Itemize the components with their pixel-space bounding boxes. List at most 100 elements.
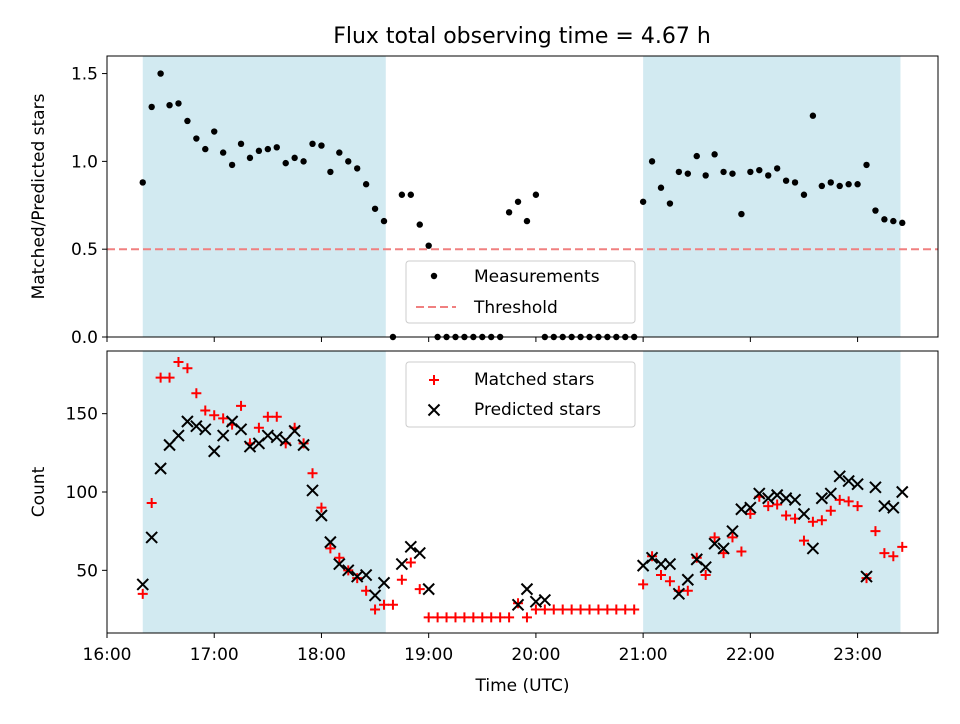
matched-star-point	[370, 604, 381, 615]
x-tick-label: 22:00	[726, 645, 775, 665]
measurement-point	[836, 182, 843, 190]
measurement-point	[345, 158, 352, 165]
predicted-star-point	[404, 540, 418, 554]
matched-star-point	[888, 551, 899, 562]
matched-star-point	[200, 405, 211, 416]
matched-star-point	[825, 505, 836, 516]
matched-star-point	[164, 372, 175, 383]
measurement-point	[211, 128, 218, 135]
matched-star-point	[638, 579, 649, 590]
observing-window-band	[643, 351, 901, 633]
predicted-star-point	[762, 492, 775, 505]
matched-star-point	[414, 584, 425, 595]
matched-star-point	[816, 515, 827, 526]
measurement-point	[586, 333, 593, 341]
predicted-star-point	[717, 542, 730, 555]
measurement-point	[693, 152, 700, 160]
matched-star-point	[450, 612, 461, 623]
measurement-point	[184, 117, 191, 125]
measurement-point	[711, 151, 718, 158]
predicted-star-point	[297, 438, 310, 452]
matched-star-point	[387, 599, 398, 610]
measurement-point	[800, 191, 808, 198]
measurement-point	[863, 161, 870, 169]
measurement-point	[845, 181, 852, 188]
measurement-point	[389, 333, 397, 341]
predicted-star-point	[726, 524, 739, 538]
matched-star-point	[191, 388, 202, 399]
measurement-point	[461, 333, 468, 341]
measurement-point	[639, 198, 647, 205]
predicted-star-point	[708, 537, 721, 550]
predicted-star-point	[815, 492, 829, 505]
measurement-point	[818, 182, 826, 190]
measurement-point	[791, 179, 799, 186]
x-tick-label: 17:00	[190, 645, 239, 665]
x-tick-label: 18:00	[297, 645, 346, 665]
predicted-star-point	[377, 576, 391, 590]
predicted-star-point	[511, 598, 525, 612]
predicted-star-point	[744, 501, 757, 514]
y-tick-label: 0.5	[71, 240, 98, 260]
measurement-point	[756, 166, 763, 174]
matched-star-point	[852, 501, 863, 512]
predicted-star-point	[770, 488, 784, 502]
matched-star-point	[620, 604, 631, 615]
predicted-star-point	[663, 557, 677, 571]
observing-window-band	[142, 351, 386, 633]
measurement-point	[470, 333, 477, 341]
predicted-star-point	[216, 429, 230, 442]
measurement-point	[148, 103, 155, 111]
measurement-point	[523, 217, 531, 225]
predicted-star-point	[699, 560, 712, 574]
matched-star-point	[441, 612, 452, 623]
matched-star-point	[477, 612, 488, 623]
matched-star-point	[629, 604, 640, 615]
predicted-star-point	[270, 430, 283, 444]
matched-star-point	[602, 604, 613, 615]
legend-box	[405, 260, 636, 324]
x-tick-label: 19:00	[404, 645, 453, 665]
predicted-star-point	[395, 557, 409, 571]
matched-star-point	[209, 410, 220, 421]
predicted-star-point	[324, 535, 337, 549]
matched-star-point	[870, 526, 881, 537]
measurement-point	[291, 154, 298, 162]
measurement-point	[479, 333, 486, 341]
legend-measurements-label: Measurements	[474, 267, 600, 287]
predicted-star-point	[851, 477, 864, 491]
predicted-star-point	[896, 485, 909, 499]
predicted-star-point	[753, 487, 766, 500]
matched-star-point	[530, 604, 541, 615]
predicted-star-point	[520, 582, 534, 596]
predicted-star-point	[869, 481, 882, 494]
measurement-point	[273, 144, 280, 151]
predicted-star-point	[288, 424, 301, 438]
measurement-point	[622, 333, 629, 341]
predicted-star-point	[654, 557, 668, 571]
measurement-point	[309, 140, 316, 148]
measurement-point	[720, 168, 727, 176]
predicted-star-point	[824, 487, 837, 500]
legend-predicted-label: Predicted stars	[474, 400, 601, 420]
measurement-point	[648, 158, 656, 165]
measurement-point	[452, 333, 459, 341]
y-tick-label: 1.0	[71, 152, 98, 172]
measurement-point	[166, 101, 173, 109]
matched-star-point	[647, 551, 658, 562]
matched-star-point	[798, 535, 809, 546]
predicted-star-point	[788, 493, 802, 507]
matched-star-point	[575, 604, 586, 615]
x-tick-label: 23:00	[833, 645, 882, 665]
measurement-point	[175, 100, 182, 107]
measurement-point	[398, 191, 406, 198]
measurement-point	[541, 333, 549, 341]
predicted-star-point	[833, 470, 846, 483]
predicted-star-point	[136, 578, 149, 591]
predicted-star-point	[681, 573, 695, 586]
matched-star-point	[781, 510, 792, 521]
x-tick-label: 21:00	[619, 645, 668, 665]
matched-star-point	[772, 499, 783, 510]
matched-star-point	[763, 501, 774, 512]
